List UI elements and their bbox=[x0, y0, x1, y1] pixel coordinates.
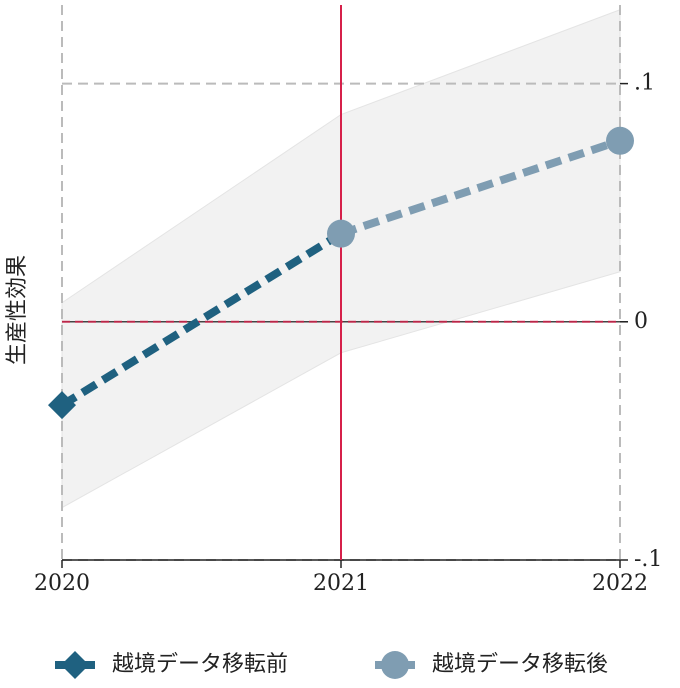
marker bbox=[48, 391, 76, 420]
y-tick-label: .1 bbox=[634, 71, 655, 96]
marker bbox=[606, 126, 634, 155]
y-tick-label: 0 bbox=[634, 309, 648, 334]
legend-marker bbox=[381, 651, 409, 679]
legend-marker bbox=[61, 651, 89, 679]
x-tick-label: 2022 bbox=[592, 571, 648, 596]
series-line bbox=[59, 230, 344, 409]
legend-label: 越境データ移転前 bbox=[112, 652, 288, 677]
series-line bbox=[339, 136, 622, 238]
x-tick-label: 2020 bbox=[34, 571, 90, 596]
y-axis-label: 生産性効果 bbox=[5, 255, 30, 365]
legend-label: 越境データ移転後 bbox=[432, 652, 608, 677]
x-tick-label: 2021 bbox=[313, 571, 369, 596]
marker bbox=[327, 219, 355, 248]
y-tick-label: -.1 bbox=[634, 547, 662, 572]
